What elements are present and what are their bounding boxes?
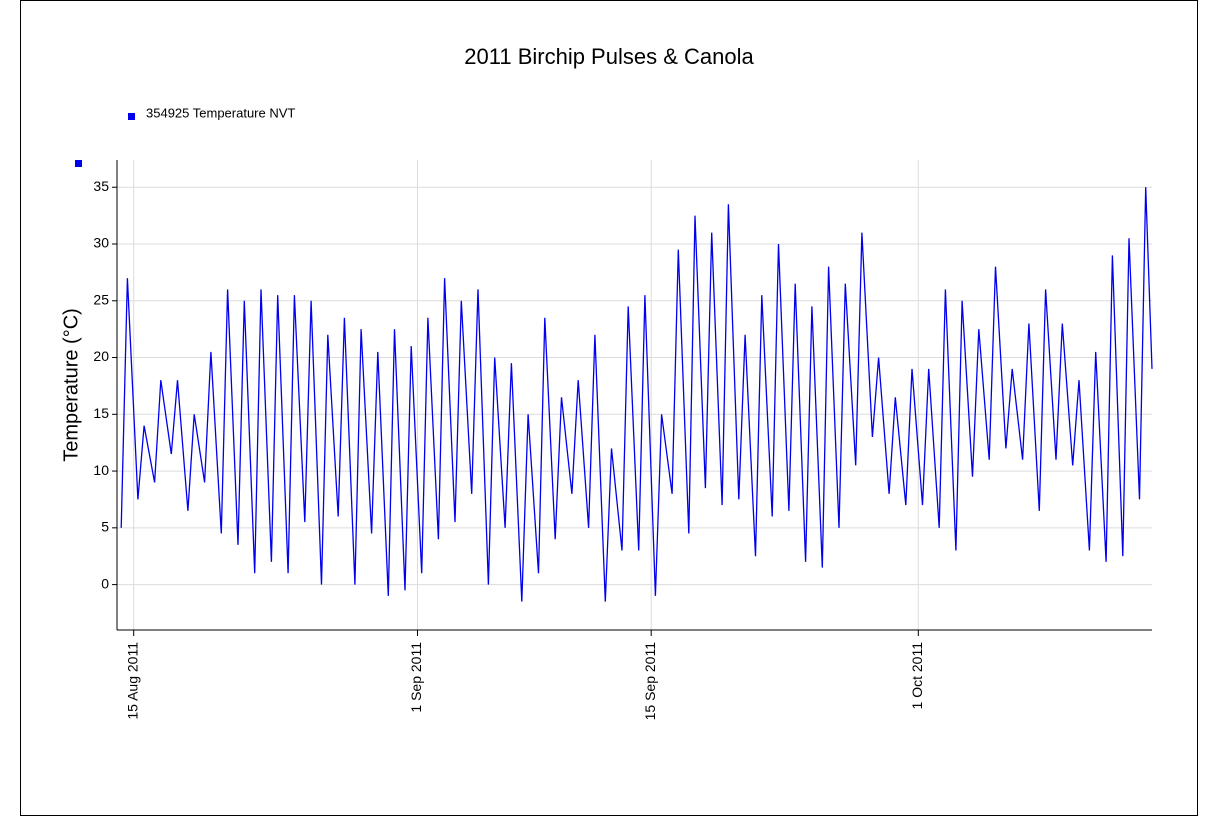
y-tick-label: 30 xyxy=(93,235,109,251)
y-tick-label: 10 xyxy=(93,462,109,478)
y-tick-label: 25 xyxy=(93,291,109,307)
legend-swatch xyxy=(128,113,135,120)
x-tick-label: 15 Sep 2011 xyxy=(642,642,658,721)
x-tick-label: 15 Aug 2011 xyxy=(124,642,140,720)
legend: 354925 Temperature NVT xyxy=(128,105,295,120)
y-tick-label: 5 xyxy=(101,519,109,535)
y-tick-label: 35 xyxy=(93,178,109,194)
y-tick-label: 15 xyxy=(93,405,109,421)
chart-title: 2011 Birchip Pulses & Canola xyxy=(464,44,754,69)
frame xyxy=(20,0,1198,816)
y-tick-label: 20 xyxy=(93,348,109,364)
legend-label: 354925 Temperature NVT xyxy=(146,105,295,120)
x-tick-label: 1 Sep 2011 xyxy=(408,642,424,713)
line xyxy=(120,187,1153,602)
marker xyxy=(75,160,82,167)
x-tick-label: 1 Oct 2011 xyxy=(909,642,925,710)
y-axis-label: Temperature (°C) xyxy=(60,308,82,462)
y-tick-label: 0 xyxy=(101,575,109,591)
